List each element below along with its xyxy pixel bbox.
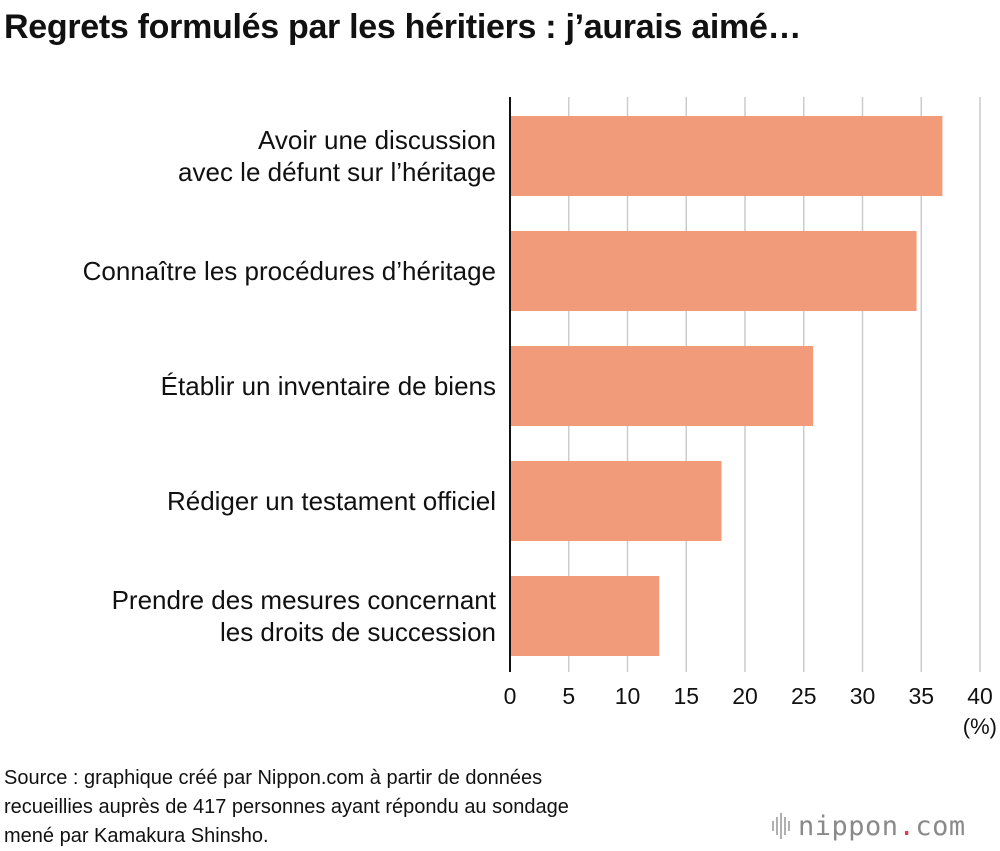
bar-0 xyxy=(510,116,943,196)
bar-4 xyxy=(510,576,660,656)
x-tick-label-30: 30 xyxy=(850,683,876,709)
source-line-2: recueillies auprès de 417 personnes ayan… xyxy=(4,796,569,818)
source-note: Source : graphique créé par Nippon.com à… xyxy=(4,764,569,851)
category-label-3-0: Rédiger un testament officiel xyxy=(167,486,496,516)
category-label-4-1: les droits de succession xyxy=(220,617,496,647)
category-label-4-0: Prendre des mesures concernant xyxy=(112,585,497,615)
category-label-2-0: Établir un inventaire de biens xyxy=(161,371,496,401)
source-line-1: Source : graphique créé par Nippon.com à… xyxy=(4,767,543,789)
logo-name: nippon xyxy=(798,810,899,842)
logo-wordmark: nippon.com xyxy=(798,811,966,842)
source-line-3: mené par Kamakura Shinsho. xyxy=(4,825,269,847)
logo-dot: . xyxy=(898,810,916,842)
sound-wave-icon xyxy=(772,813,790,839)
chart-title: Regrets formulés par les héritiers : j’a… xyxy=(4,8,802,46)
nippon-logo: nippon.com xyxy=(772,808,966,844)
bar-2 xyxy=(510,346,814,426)
x-tick-label-5: 5 xyxy=(562,683,575,709)
x-tick-label-40: 40 xyxy=(967,683,993,709)
category-label-0-1: avec le défunt sur l’héritage xyxy=(178,157,496,187)
x-tick-label-10: 10 xyxy=(615,683,641,709)
x-tick-label-25: 25 xyxy=(791,683,817,709)
category-label-0-0: Avoir une discussion xyxy=(258,125,496,155)
x-tick-label-15: 15 xyxy=(673,683,699,709)
x-unit-label: (%) xyxy=(963,714,997,739)
x-tick-label-0: 0 xyxy=(504,683,517,709)
x-tick-label-20: 20 xyxy=(732,683,758,709)
bar-1 xyxy=(510,231,917,311)
logo-tld: com xyxy=(915,810,966,842)
category-label-1-0: Connaître les procédures d’héritage xyxy=(83,256,496,286)
bar-3 xyxy=(510,461,722,541)
x-tick-label-35: 35 xyxy=(908,683,934,709)
